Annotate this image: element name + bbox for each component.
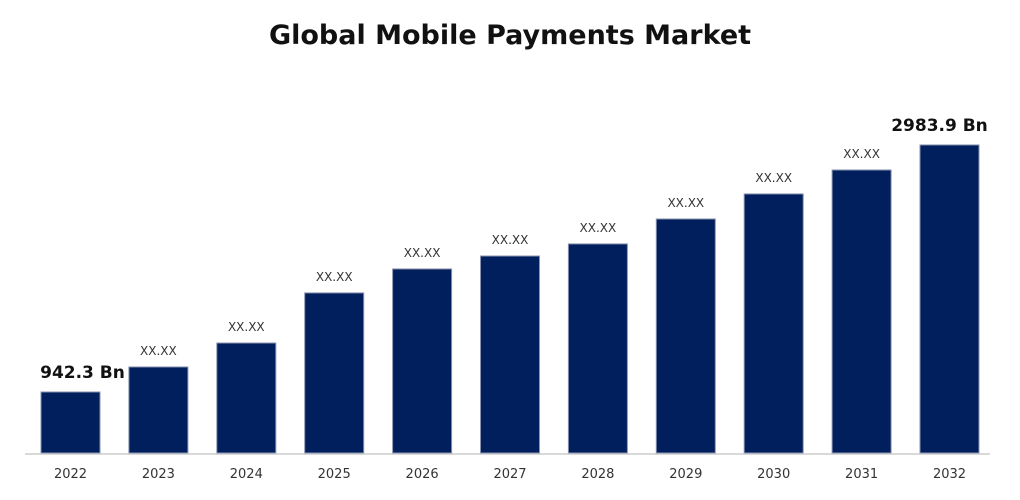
bar-2030 — [743, 193, 804, 454]
x-tick-2029: 2029 — [669, 467, 702, 482]
bar-2028 — [567, 243, 628, 454]
x-tick-2026: 2026 — [406, 467, 439, 482]
x-tick-2027: 2027 — [493, 467, 526, 482]
bar-2032 — [919, 144, 980, 454]
x-tick-2024: 2024 — [230, 467, 263, 482]
bar-2031 — [831, 169, 892, 454]
bar-2026 — [392, 268, 453, 454]
bar-2029 — [655, 218, 716, 454]
x-tick-2022: 2022 — [54, 467, 87, 482]
data-label-2024: XX.XX — [228, 320, 265, 334]
data-label-2029: XX.XX — [667, 196, 704, 210]
chart-title: Global Mobile Payments Market — [268, 20, 752, 51]
x-tick-2025: 2025 — [318, 467, 351, 482]
bar-2024 — [216, 342, 277, 454]
x-tick-2028: 2028 — [581, 467, 614, 482]
x-tick-2031: 2031 — [845, 467, 878, 482]
x-tick-2032: 2032 — [933, 467, 966, 482]
bar-2022 — [40, 391, 101, 454]
bar-2027 — [480, 255, 540, 454]
data-label-2031: XX.XX — [843, 147, 880, 161]
data-label-2032: 2983.9 Bn — [891, 116, 988, 136]
data-label-2028: XX.XX — [580, 221, 617, 235]
bar-2025 — [304, 292, 365, 454]
data-label-2023: XX.XX — [140, 344, 177, 358]
data-label-2026: XX.XX — [404, 246, 441, 260]
data-label-2030: XX.XX — [755, 171, 792, 185]
data-label-2027: XX.XX — [492, 233, 529, 247]
x-tick-2030: 2030 — [757, 467, 790, 482]
bar-2023 — [128, 366, 189, 454]
data-label-2025: XX.XX — [316, 270, 353, 284]
data-label-2022: 942.3 Bn — [40, 363, 125, 383]
x-tick-2023: 2023 — [142, 467, 175, 482]
